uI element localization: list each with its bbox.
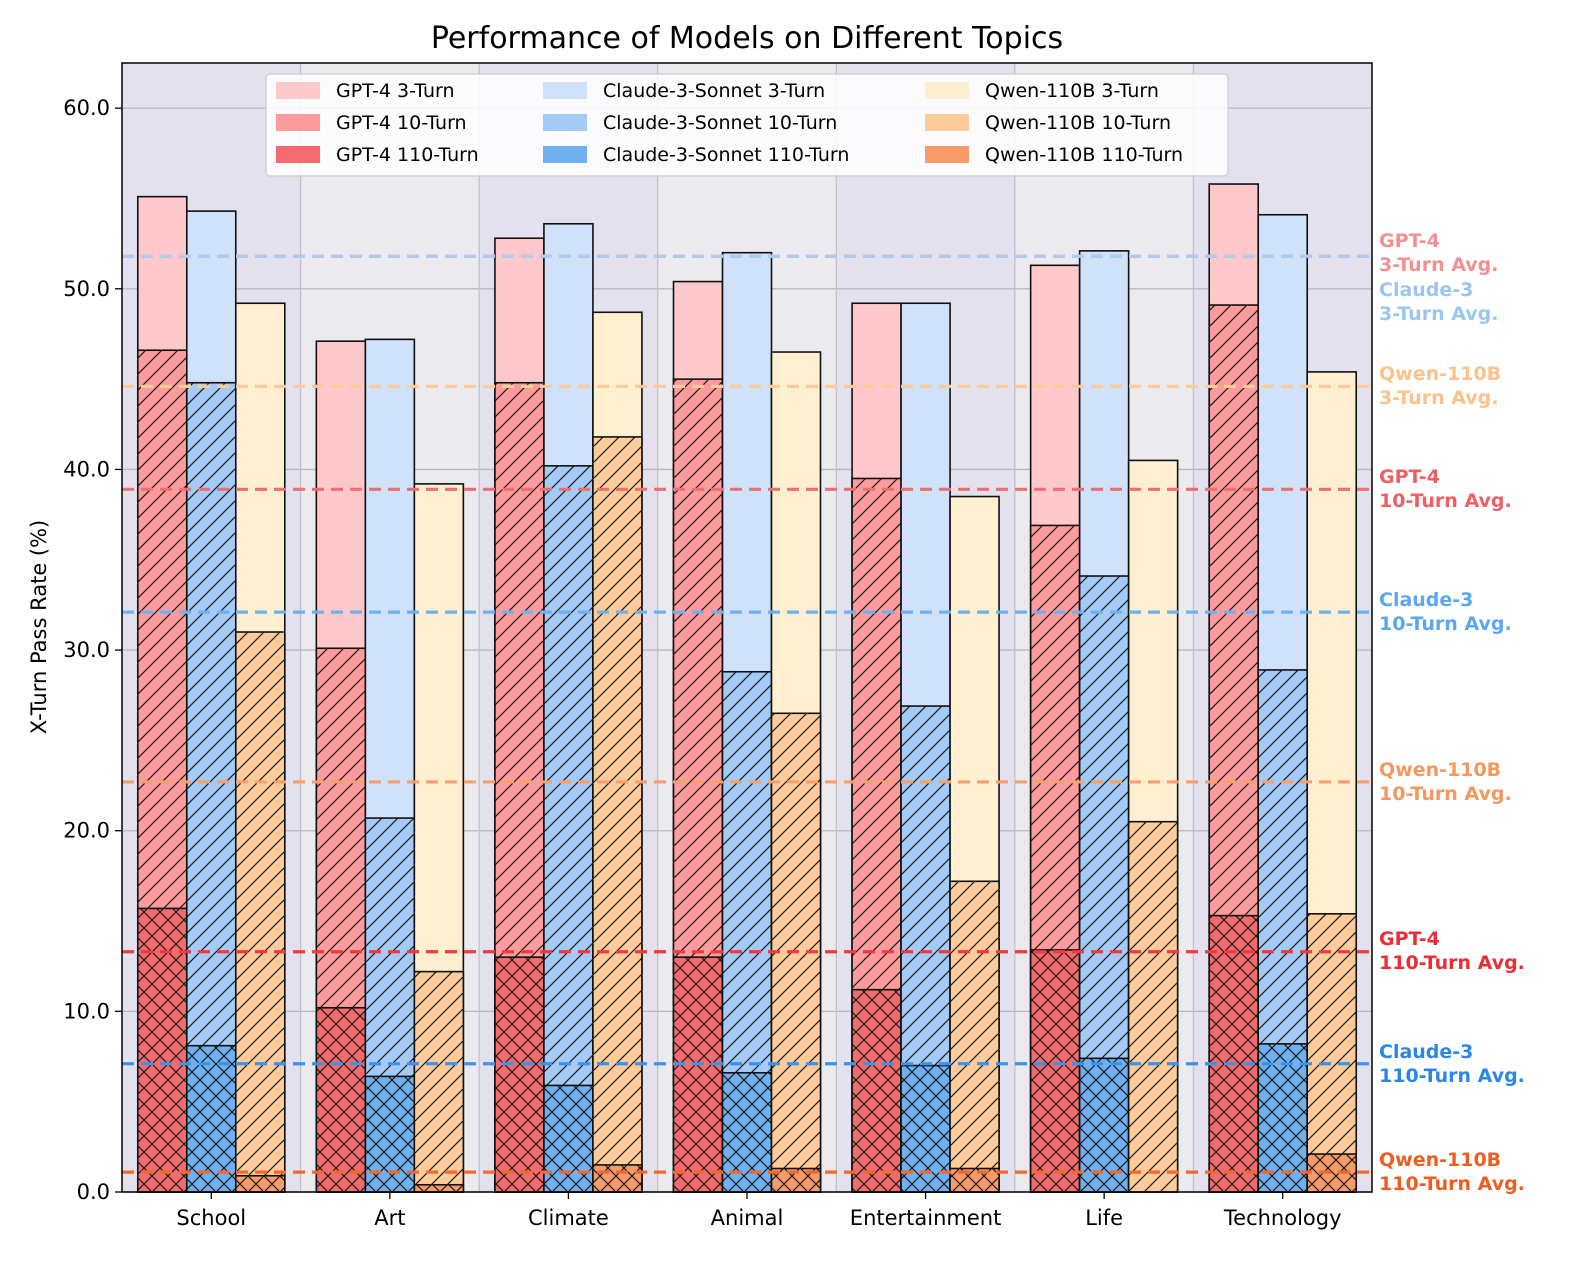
average-label: 10-Turn Avg. (1379, 490, 1512, 512)
bar-hatch (852, 989, 902, 1192)
average-label: 3-Turn Avg. (1379, 303, 1498, 325)
bar-hatch (950, 881, 1000, 1192)
bar-hatch (1209, 915, 1259, 1192)
legend-swatch (925, 114, 969, 131)
legend-label: Claude-3-Sonnet 110-Turn (603, 144, 849, 166)
x-tick-label: Animal (711, 1206, 784, 1230)
legend-label: Qwen-110B 10-Turn (985, 112, 1171, 134)
x-tick-label: Art (374, 1206, 405, 1230)
average-label: 110-Turn Avg. (1379, 952, 1525, 974)
legend-swatch (543, 146, 587, 163)
legend-swatch (925, 146, 969, 163)
bar-hatch (414, 971, 464, 1192)
legend-swatch (276, 82, 320, 99)
bar-hatch (1307, 913, 1357, 1192)
bar-hatch (1079, 1058, 1129, 1192)
bar-hatch (1030, 949, 1080, 1192)
y-tick-label: 0.0 (77, 1180, 110, 1204)
average-label: Qwen-110B (1379, 1149, 1501, 1171)
bar-hatch (592, 436, 642, 1192)
legend-label: Qwen-110B 110-Turn (985, 144, 1183, 166)
legend-label: Claude-3-Sonnet 10-Turn (603, 112, 837, 134)
bar-hatch (950, 1168, 1000, 1192)
bar-hatch (1128, 821, 1178, 1192)
y-tick-label: 50.0 (63, 277, 110, 301)
legend-label: GPT-4 3-Turn (336, 80, 455, 102)
bar-hatch (673, 957, 723, 1192)
x-ticks: School Art Climate Animal Entertainment Life T… (176, 1192, 1342, 1230)
y-tick-label: 40.0 (63, 457, 110, 481)
bar-hatch (414, 1184, 464, 1192)
average-labels: GPT-43-Turn Avg.Claude-33-Turn Avg.Qwen-… (1379, 230, 1525, 1195)
x-tick-label: Climate (528, 1206, 609, 1230)
average-label: 10-Turn Avg. (1379, 783, 1512, 805)
legend-swatch (543, 114, 587, 131)
y-tick-label: 60.0 (63, 96, 110, 120)
x-tick-label: Technology (1223, 1206, 1342, 1230)
bar-hatch (722, 1072, 772, 1192)
bar-hatch (1258, 1043, 1308, 1192)
average-label: Claude-3 (1379, 279, 1473, 301)
legend-label: Claude-3-Sonnet 3-Turn (603, 80, 825, 102)
x-tick-label: Entertainment (850, 1206, 1002, 1230)
y-axis-label: X-Turn Pass Rate (%) (27, 520, 51, 735)
legend-label: GPT-4 110-Turn (336, 144, 479, 166)
bar-hatch (316, 1007, 366, 1192)
average-label: GPT-4 (1379, 928, 1440, 950)
y-tick-label: 30.0 (63, 638, 110, 662)
legend-swatch (925, 82, 969, 99)
average-label: 110-Turn Avg. (1379, 1173, 1525, 1195)
average-label: Claude-3 (1379, 589, 1473, 611)
legend-box (265, 73, 1229, 177)
y-tick-label: 10.0 (63, 999, 110, 1023)
y-ticks: 0.0 10.0 20.0 30.0 40.0 50.0 60.0 (63, 96, 122, 1204)
bar-hatch (365, 1076, 415, 1192)
legend: GPT-4 3-Turn GPT-4 10-Turn GPT-4 110-Turn C… (265, 73, 1229, 177)
average-label: 3-Turn Avg. (1379, 387, 1498, 409)
average-label: 10-Turn Avg. (1379, 613, 1512, 635)
bar-hatch (543, 465, 593, 1192)
bar-hatch (494, 957, 544, 1192)
average-label: Qwen-110B (1379, 363, 1501, 385)
bar-hatch (543, 1085, 593, 1192)
average-label: Qwen-110B (1379, 759, 1501, 781)
x-tick-label: Life (1085, 1206, 1123, 1230)
average-label: GPT-4 (1379, 466, 1440, 488)
legend-swatch (543, 82, 587, 99)
average-label: 3-Turn Avg. (1379, 254, 1498, 276)
x-tick-label: School (176, 1206, 246, 1230)
y-tick-label: 20.0 (63, 819, 110, 843)
bar-hatch (235, 632, 285, 1192)
legend-swatch (276, 114, 320, 131)
chart-title: Performance of Models on Different Topic… (431, 21, 1063, 56)
bar-hatch (235, 1175, 285, 1192)
bar-hatch (186, 1045, 236, 1192)
bar-hatch (771, 1168, 821, 1192)
legend-swatch (276, 146, 320, 163)
legend-label: Qwen-110B 3-Turn (985, 80, 1159, 102)
bars (136, 183, 1358, 1193)
bar-hatch (592, 1164, 642, 1192)
average-label: 110-Turn Avg. (1379, 1065, 1525, 1087)
legend-label: GPT-4 10-Turn (336, 112, 467, 134)
bar-hatch (137, 908, 187, 1192)
average-label: GPT-4 (1379, 230, 1440, 252)
average-label: Claude-3 (1379, 1041, 1473, 1063)
